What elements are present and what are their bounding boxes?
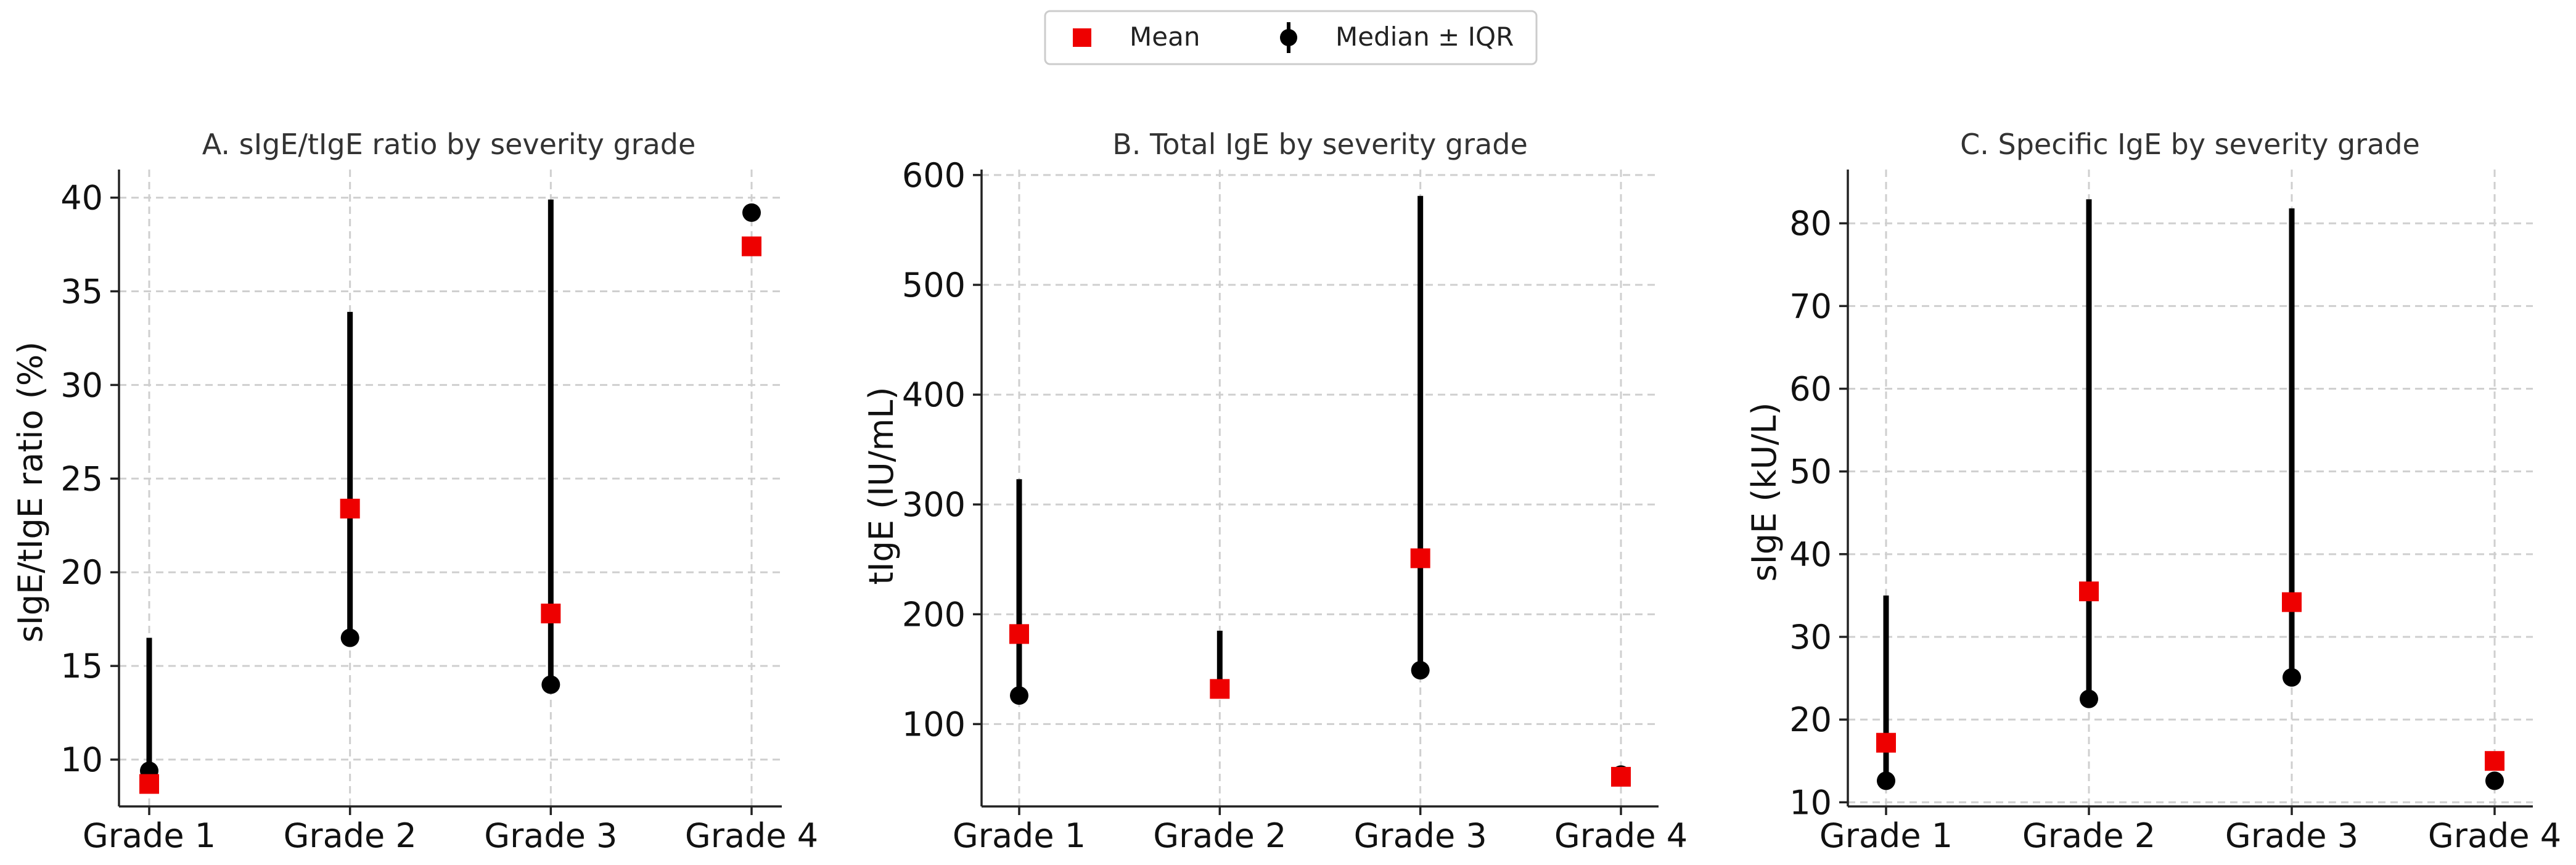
panel-c-ytick-label-40: 40 bbox=[1789, 535, 1832, 574]
panel-c-xtick-label-3: Grade 3 bbox=[2225, 816, 2358, 855]
panel-b-mean-point-2 bbox=[1210, 679, 1230, 699]
panel-c: C. Specific IgE by severity grade sIgE (… bbox=[1745, 128, 2561, 855]
panel-c-ytick-label-30: 30 bbox=[1789, 618, 1832, 657]
panel-b-median-point-1 bbox=[1010, 686, 1028, 705]
panel-a-mean-point-3 bbox=[541, 604, 561, 624]
panel-c-ytick-label-20: 20 bbox=[1789, 700, 1832, 739]
panel-c-marks bbox=[1876, 199, 2504, 790]
panel-b-grid bbox=[982, 170, 1659, 806]
panel-c-median-point-3 bbox=[2283, 668, 2301, 687]
panel-c-mean-point-2 bbox=[2079, 581, 2099, 602]
panel-a-mean-point-1 bbox=[139, 774, 159, 794]
panel-a-ytick-label-40: 40 bbox=[60, 179, 103, 218]
panel-a-median-point-2 bbox=[340, 628, 359, 647]
legend-median-marker bbox=[1280, 29, 1297, 46]
panel-b-xtick-label-2: Grade 2 bbox=[1153, 816, 1286, 855]
legend-mean-label: Mean bbox=[1130, 22, 1200, 52]
panel-c-ylabel: sIgE (kU/L) bbox=[1745, 403, 1784, 582]
panel-b-ytick-label-200: 200 bbox=[902, 595, 966, 634]
panel-a: A. sIgE/tIgE ratio by severity grade sIg… bbox=[11, 128, 818, 855]
panel-a-mean-point-4 bbox=[742, 236, 761, 256]
panel-c-ytick-label-70: 70 bbox=[1789, 287, 1832, 326]
panel-a-grid bbox=[119, 170, 782, 806]
panel-a-ytick-label-30: 30 bbox=[60, 366, 103, 404]
panel-c-mean-point-4 bbox=[2485, 751, 2504, 771]
panel-b-xtick-label-3: Grade 3 bbox=[1354, 816, 1487, 855]
panel-c-ytick-label-80: 80 bbox=[1789, 204, 1832, 243]
panel-c-ytick-label-50: 50 bbox=[1789, 453, 1832, 491]
panel-c-xtick-label-2: Grade 2 bbox=[2022, 816, 2156, 855]
panel-a-title: A. sIgE/tIgE ratio by severity grade bbox=[202, 128, 696, 161]
panel-c-title: C. Specific IgE by severity grade bbox=[1960, 128, 2420, 161]
panel-a-marks bbox=[139, 199, 761, 794]
panel-b-median-point-3 bbox=[1411, 661, 1430, 680]
panel-a-ticks: 10 15 20 25 30 35 40 Grade 1 Grade 2 Grade 3 Grade… bbox=[60, 179, 818, 855]
panel-b: B. Total IgE by severity grade tIgE (IU/… bbox=[862, 128, 1688, 855]
panel-c-mean-point-3 bbox=[2282, 592, 2302, 612]
panel-b-xtick-label-1: Grade 1 bbox=[953, 816, 1086, 855]
panel-a-xtick-label-2: Grade 2 bbox=[284, 816, 417, 855]
panel-b-marks bbox=[1009, 195, 1631, 787]
panel-a-mean-point-2 bbox=[340, 498, 360, 519]
panel-c-median-point-4 bbox=[2485, 771, 2504, 790]
panel-b-ticks: 100 200 300 400 500 600 Grade 1 Grade 2 Grade 3 G… bbox=[902, 156, 1688, 855]
panel-a-ytick-label-20: 20 bbox=[60, 553, 103, 592]
panel-b-ylabel: tIgE (IU/mL) bbox=[862, 387, 901, 584]
panel-a-xtick-label-4: Grade 4 bbox=[685, 816, 818, 855]
panel-b-ytick-label-100: 100 bbox=[902, 705, 966, 744]
panel-c-mean-point-1 bbox=[1876, 732, 1896, 753]
panel-b-mean-point-3 bbox=[1410, 548, 1430, 568]
panel-a-ytick-label-10: 10 bbox=[60, 740, 103, 779]
panel-c-median-point-1 bbox=[1877, 771, 1895, 790]
panel-b-ytick-label-600: 600 bbox=[902, 156, 966, 195]
panel-a-ytick-label-15: 15 bbox=[60, 647, 103, 686]
panel-a-ytick-label-35: 35 bbox=[60, 272, 103, 311]
legend-mean-marker bbox=[1073, 28, 1091, 47]
panel-a-ylabel: sIgE/tIgE ratio (%) bbox=[11, 342, 50, 642]
panel-b-ytick-label-500: 500 bbox=[902, 266, 966, 305]
panel-c-grid bbox=[1848, 170, 2533, 806]
panel-a-median-point-4 bbox=[742, 203, 761, 222]
panel-a-ytick-label-25: 25 bbox=[60, 459, 103, 498]
panel-b-ytick-label-300: 300 bbox=[902, 485, 966, 524]
panel-c-median-point-2 bbox=[2080, 689, 2098, 708]
panel-b-xtick-label-4: Grade 4 bbox=[1554, 816, 1688, 855]
legend: Mean Median ± IQR bbox=[1044, 10, 1538, 65]
panel-c-ytick-label-10: 10 bbox=[1789, 783, 1832, 822]
panel-c-ticks: 10 20 30 40 50 60 70 80 Grade 1 Grade 2 Grade 3 Gra… bbox=[1789, 204, 2561, 855]
panel-b-ytick-label-400: 400 bbox=[902, 375, 966, 414]
panel-b-title: B. Total IgE by severity grade bbox=[1112, 128, 1528, 161]
panel-a-median-point-3 bbox=[541, 675, 560, 694]
panel-a-xtick-label-3: Grade 3 bbox=[484, 816, 617, 855]
panel-c-ytick-label-60: 60 bbox=[1789, 370, 1832, 409]
panel-c-xtick-label-1: Grade 1 bbox=[1819, 816, 1953, 855]
panel-a-xtick-label-1: Grade 1 bbox=[83, 816, 216, 855]
panel-b-mean-point-4 bbox=[1611, 766, 1631, 787]
panel-c-xtick-label-4: Grade 4 bbox=[2428, 816, 2561, 855]
panel-b-mean-point-1 bbox=[1009, 624, 1029, 644]
legend-median-label: Median ± IQR bbox=[1335, 22, 1514, 52]
